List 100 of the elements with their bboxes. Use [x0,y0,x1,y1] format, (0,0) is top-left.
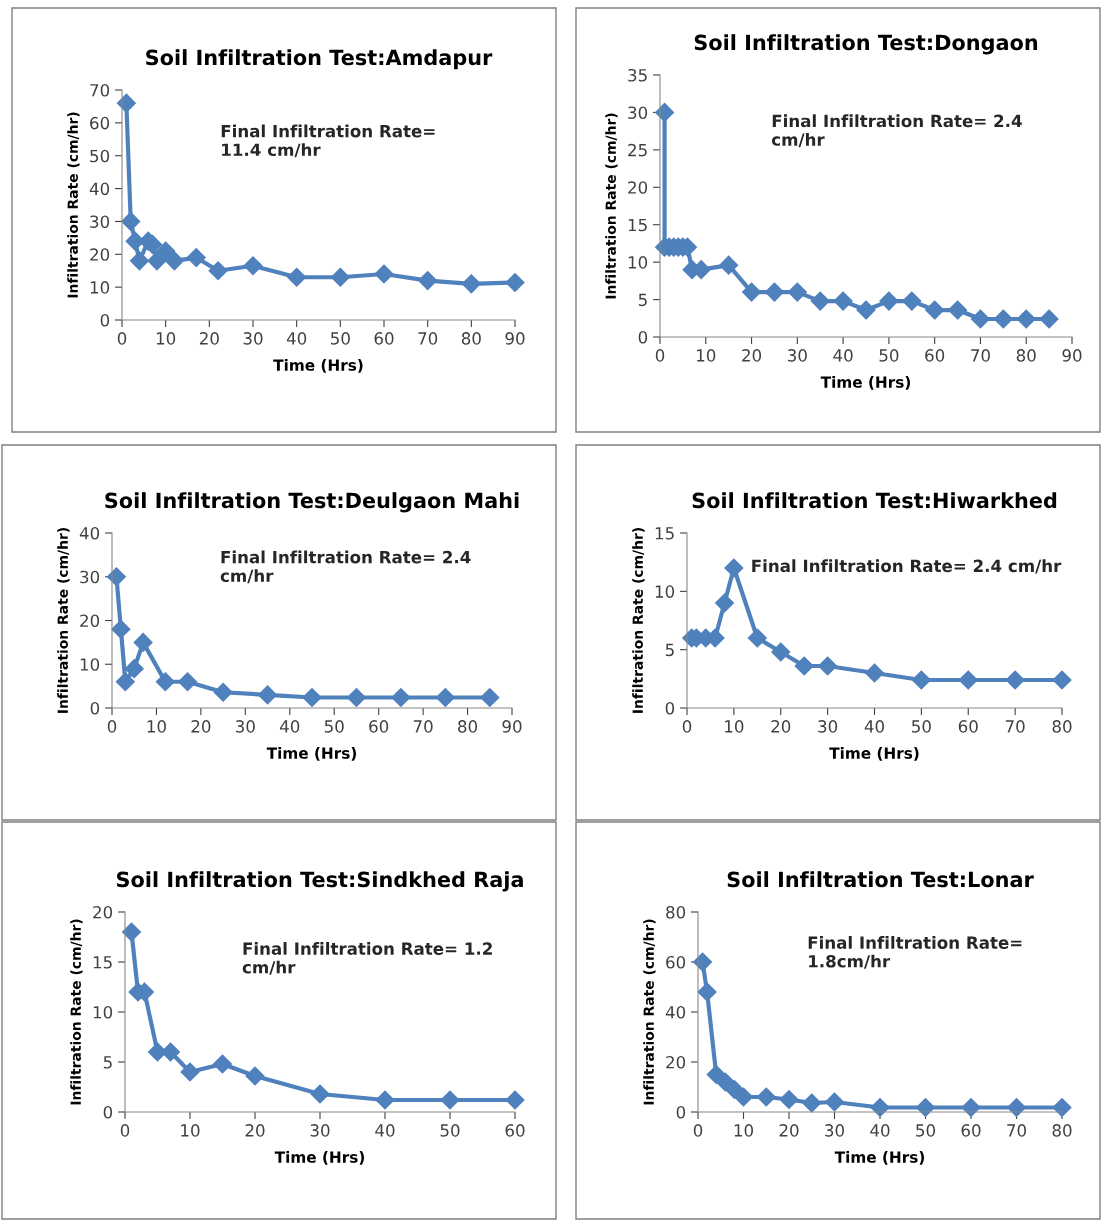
point [461,274,481,294]
y-axis-title: Infiltration Rate (cm/hr) [67,112,80,298]
point [440,1090,460,1110]
y-tick-label: 5 [103,1056,112,1069]
chart-title: Soil Infiltration Test:Lonar [727,871,1034,888]
x-tick-label: 70 [1007,1124,1026,1137]
x-tick-label: 50 [879,349,899,362]
y-tick-label: 10 [628,256,648,269]
point [287,267,307,287]
point [714,593,735,613]
y-tick-label: 0 [665,701,675,715]
point [374,264,394,284]
x-tick-label: 20 [742,349,762,362]
point [970,309,990,329]
point [719,255,739,275]
x-tick-label: 10 [181,1124,200,1137]
point [733,1087,754,1107]
point [706,1064,726,1085]
point [302,687,322,708]
point [993,309,1013,329]
x-tick-label: 60 [505,1124,525,1137]
y-tick-label: 80 [666,905,686,919]
point [961,1097,981,1118]
point [764,282,784,302]
point [124,659,144,679]
y-tick-label: 0 [676,1105,686,1119]
x-tick-label: 60 [374,332,394,345]
x-tick-label: 50 [916,1124,935,1137]
point [164,251,184,271]
point [879,291,899,311]
point [870,1097,890,1118]
point [779,1089,799,1110]
point [794,656,814,676]
point [787,282,807,302]
x-tick-label: 40 [864,720,884,733]
point [133,632,153,652]
point [116,93,136,113]
point [925,300,945,320]
point [958,670,978,690]
x-tick-label: 20 [245,1124,265,1137]
point [178,672,198,692]
point [121,922,142,942]
y-tick-label: 5 [665,643,674,657]
y-tick-label: 15 [93,956,112,969]
y-tick-label: 20 [666,1055,686,1069]
point [1052,1097,1072,1118]
y-tick-label: 20 [80,614,100,628]
x-tick-label: 50 [440,1124,460,1137]
x-tick-label: 80 [458,720,478,733]
point [864,663,885,683]
point [346,687,366,708]
point [1005,670,1025,690]
y-tick-label: 50 [90,149,110,163]
annotation: Final Infiltration Rate= 2.4 cm/hr [752,559,1062,574]
x-axis-title: Time (Hrs) [274,1151,365,1165]
point [208,261,228,281]
x-tick-label: 30 [310,1124,330,1137]
point [505,273,525,293]
x-tick-label: 70 [418,332,438,345]
y-axis-title: Infiltration Rate (cm/hr) [643,919,656,1105]
point [1039,309,1059,329]
y-axis-title: Infiltration Rate (cm/hr) [605,113,618,299]
y-tick-label: 0 [90,701,100,715]
y-tick-label: 20 [628,181,648,194]
y-axis-title: Infiltration Rate (cm/hr) [632,528,645,713]
y-tick-label: 30 [628,106,648,119]
point [147,251,167,271]
x-tick-label: 10 [697,349,716,362]
point [155,672,175,692]
y-tick-label: 10 [80,658,100,671]
point [724,558,744,578]
point [435,687,455,708]
point [833,291,853,311]
x-tick-label: 80 [1052,1124,1072,1137]
y-tick-label: 10 [93,1005,113,1019]
point [911,670,931,690]
point [186,248,206,268]
point [747,628,767,648]
point [258,685,278,705]
point [418,271,438,291]
x-axis-title: Time (Hrs) [273,359,363,373]
x-tick-label: 80 [461,332,481,345]
x-tick-label: 60 [925,349,945,362]
y-tick-label: 60 [90,116,110,130]
annotation: Final Infiltration Rate= 1.8cm/hr [808,936,1022,969]
x-tick-label: 90 [502,720,522,733]
x-tick-label: 30 [243,332,263,345]
x-tick-label: 70 [1005,720,1025,733]
point [771,642,791,662]
x-axis-title: Time (Hrs) [266,747,357,761]
chart-title: Soil Infiltration Test:Deulgaon Mahi [105,492,519,513]
point [330,267,350,287]
point [756,1087,776,1107]
point [1052,670,1072,690]
y-axis-title: Infiltration Rate (cm/hr) [57,528,70,713]
point [213,682,233,702]
y-tick-label: 15 [628,218,647,232]
point [243,256,263,276]
y-tick-label: 10 [90,281,110,294]
point [697,982,717,1002]
